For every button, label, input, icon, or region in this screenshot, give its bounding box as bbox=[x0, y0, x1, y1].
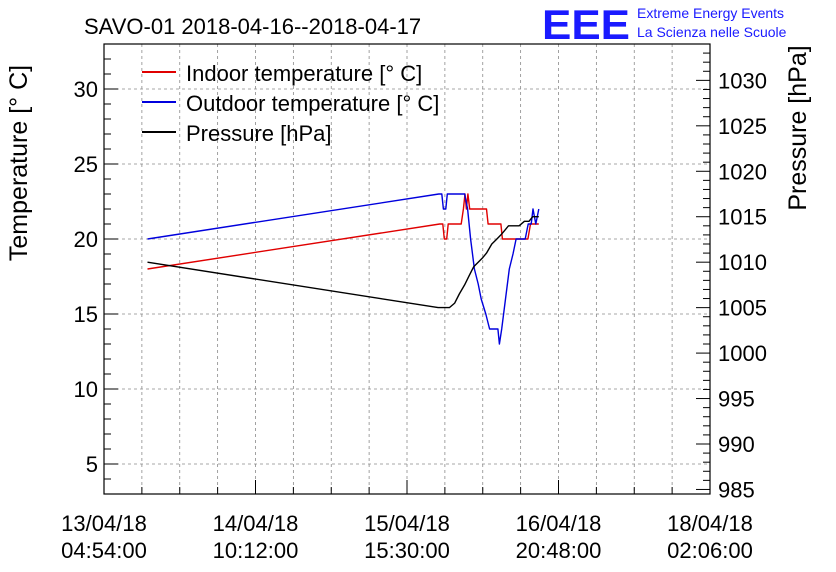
legend-label-pressure: Pressure [hPa] bbox=[186, 121, 332, 146]
eee-logo: EEE Extreme Energy Events La Scienza nel… bbox=[542, 1, 787, 48]
series-layer bbox=[147, 193, 540, 345]
eee-logo-line2: La Scienza nelle Scuole bbox=[637, 24, 787, 40]
x-tick-label-time: 15:30:00 bbox=[364, 538, 450, 563]
y2-tick-label: 1030 bbox=[718, 68, 767, 93]
y2-tick-label: 1010 bbox=[718, 250, 767, 275]
y2-tick-label: 1005 bbox=[718, 296, 767, 321]
x-tick-label-date: 15/04/18 bbox=[364, 511, 450, 536]
x-tick-label-time: 02:06:00 bbox=[667, 538, 753, 563]
y2-tick-label: 1015 bbox=[718, 205, 767, 230]
x-tick-label-time: 20:48:00 bbox=[516, 538, 602, 563]
x-tick-label-date: 18/04/18 bbox=[667, 511, 753, 536]
legend: Indoor temperature [° C] Outdoor tempera… bbox=[142, 61, 439, 146]
chart-title: SAVO-01 2018-04-16--2018-04-17 bbox=[84, 14, 421, 39]
y-tick-label: 30 bbox=[74, 77, 98, 102]
y-tick-label: 5 bbox=[86, 452, 98, 477]
series-line-outdoor bbox=[147, 193, 540, 345]
x-tick-label-time: 04:54:00 bbox=[61, 538, 147, 563]
y2-tick-label: 985 bbox=[718, 477, 755, 502]
y-tick-label: 20 bbox=[74, 227, 98, 252]
eee-logo-line1: Extreme Energy Events bbox=[637, 5, 784, 21]
x-tick-label-date: 14/04/18 bbox=[213, 511, 299, 536]
right-axis: 985 990 995 1000 1005 1010 1015 1020 1025 1030 bbox=[696, 52, 767, 502]
y2-tick-label: 990 bbox=[718, 432, 755, 457]
series-line-indoor bbox=[147, 193, 539, 270]
y2-tick-label: 995 bbox=[718, 387, 755, 412]
legend-label-indoor: Indoor temperature [° C] bbox=[186, 61, 422, 86]
x-tick-label-date: 13/04/18 bbox=[61, 511, 147, 536]
y-tick-label: 15 bbox=[74, 302, 98, 327]
y2-tick-label: 1025 bbox=[718, 114, 767, 139]
y-tick-label: 25 bbox=[74, 152, 98, 177]
x-tick-label-time: 10:12:00 bbox=[213, 538, 299, 563]
series-line-pressure bbox=[147, 215, 539, 309]
y-axis-label: Temperature [° C] bbox=[5, 65, 33, 261]
grid bbox=[104, 44, 710, 494]
y-tick-label: 10 bbox=[74, 377, 98, 402]
x-tick-label-date: 16/04/18 bbox=[516, 511, 602, 536]
left-axis: 5 10 15 20 25 30 bbox=[74, 43, 118, 495]
y2-tick-label: 1000 bbox=[718, 341, 767, 366]
y2-tick-label: 1020 bbox=[718, 159, 767, 184]
eee-logo-mark: EEE bbox=[542, 1, 630, 48]
y2-axis-label: Pressure [hPa] bbox=[784, 45, 812, 210]
legend-label-outdoor: Outdoor temperature [° C] bbox=[186, 91, 439, 116]
